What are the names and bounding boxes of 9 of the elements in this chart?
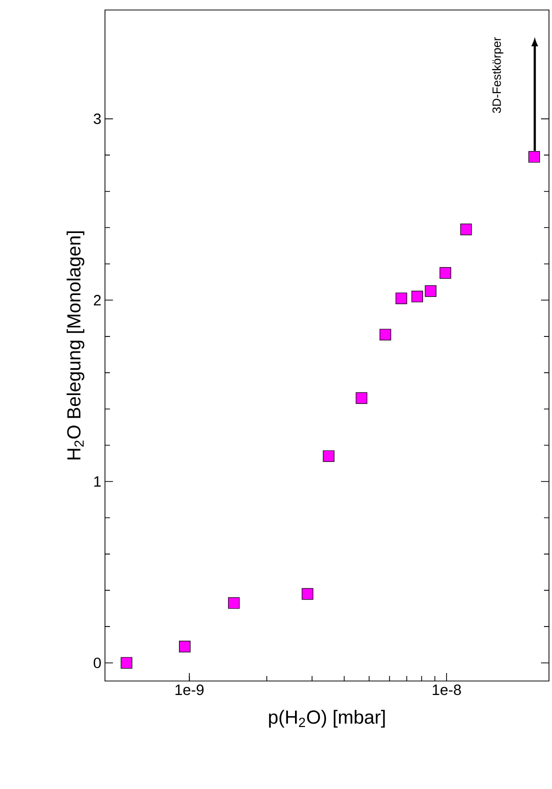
y-tick-label: 3: [94, 114, 101, 124]
y-axis-title: H$_{2}$O Belegung [Monolagen]: [66, 231, 84, 460]
x-tick-label: 1e-9: [176, 684, 204, 696]
x-tick-label: 1e-8: [432, 684, 461, 696]
x-axis-title: p(H$_{2}$O) [mbar]: [269, 710, 385, 728]
y-tick-label: 1: [94, 476, 101, 487]
annotation: 3D-Festkörper: [492, 37, 504, 113]
y-tick-label: 2: [94, 294, 101, 306]
y-tick-label: 0: [94, 658, 101, 668]
